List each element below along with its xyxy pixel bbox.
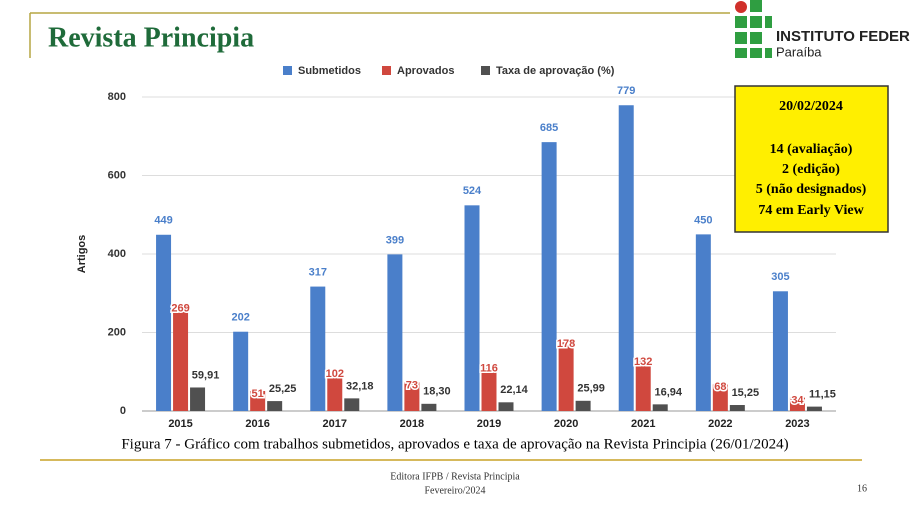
data-label: 399 [386,234,404,246]
bar [652,404,668,411]
y-tick-label: 200 [108,326,126,338]
legend-swatch [382,66,391,75]
bar [387,254,403,411]
bar [267,401,283,411]
data-label: 269 [171,302,189,314]
bar [695,234,711,411]
bar [712,384,728,411]
y-tick-label: 800 [108,91,126,103]
logo: INSTITUTO FEDERAL Paraíba [735,0,910,59]
bar [173,305,189,411]
logo-name: INSTITUTO FEDERAL [776,28,910,45]
bar [558,341,574,411]
note-box [734,85,889,233]
data-label: 449 [154,215,172,227]
note-line: 5 (não designados) [756,182,867,197]
note-line: 2 (edição) [782,162,840,177]
bar [575,400,591,411]
bar [404,382,420,411]
caption: Figura 7 - Gráfico com trabalhos submeti… [121,436,788,452]
data-label: 779 [617,85,635,97]
x-tick-label: 2016 [245,418,269,430]
x-tick-label: 2022 [708,418,732,430]
data-label: 32,18 [346,380,374,392]
x-tick-label: 2018 [400,418,424,430]
note-line: 14 (avaliação) [770,142,853,157]
bar [806,406,822,411]
bar [541,142,557,411]
bar [190,387,206,411]
page-number: 16 [857,483,867,494]
data-label: 51 [252,388,264,400]
data-label: 25,25 [269,383,297,395]
data-label: 685 [540,122,558,134]
data-label: 317 [309,266,327,278]
data-label: 25,99 [577,383,605,395]
bar [729,405,745,411]
footer-date: Fevereiro/2024 [424,485,485,496]
data-label: 18,30 [423,386,451,398]
legend-swatch [283,66,292,75]
bar [344,398,360,411]
legend-label: Taxa de aprovação (%) [496,65,615,77]
slide-title: Revista Principia [48,22,254,53]
bar [789,397,805,411]
x-tick-label: 2017 [323,418,347,430]
data-label: 450 [694,214,712,226]
bar [233,331,249,411]
bar [310,286,326,411]
bar [156,234,172,411]
x-tick-label: 2015 [168,418,192,430]
chart: Artigos 0 200 400 600 800 Submetidos Aprovados T… [76,65,837,430]
bar [327,370,343,411]
bar [635,359,651,411]
data-label: 16,94 [654,386,682,398]
note-line: 74 em Early View [758,203,864,218]
bar [618,105,634,412]
y-tick-label: 0 [120,405,126,417]
y-tick-label: 600 [108,169,126,181]
y-tick-label: 400 [108,248,126,260]
data-label: 68 [714,381,726,393]
data-label: 34 [791,395,804,407]
data-label: 305 [771,271,789,283]
data-label: 116 [480,362,498,374]
data-label: 202 [231,312,249,324]
logo-sub: Paraíba [776,44,822,59]
y-axis-title: Artigos [76,235,88,274]
data-label: 73 [406,379,418,391]
bar [250,390,266,411]
legend-label: Aprovados [397,65,454,77]
x-tick-label: 2019 [477,418,501,430]
data-label: 22,14 [500,384,528,396]
bar [421,403,437,411]
data-label: 15,25 [732,387,760,399]
bar [481,365,497,411]
data-label: 59,91 [192,369,220,381]
bar [772,291,788,411]
note-date: 20/02/2024 [779,99,843,114]
footer-publisher: Editora IFPB / Revista Principia [390,471,520,482]
bar [464,205,480,411]
legend-swatch [481,66,490,75]
x-tick-label: 2021 [631,418,655,430]
x-tick-label: 2020 [554,418,578,430]
bar [498,402,514,411]
legend-label: Submetidos [298,65,361,77]
data-label: 132 [634,356,652,368]
x-tick-label: 2023 [785,418,809,430]
data-label: 524 [463,185,482,197]
data-label: 102 [326,368,344,380]
data-label: 11,15 [809,389,836,401]
data-label: 178 [557,338,575,350]
